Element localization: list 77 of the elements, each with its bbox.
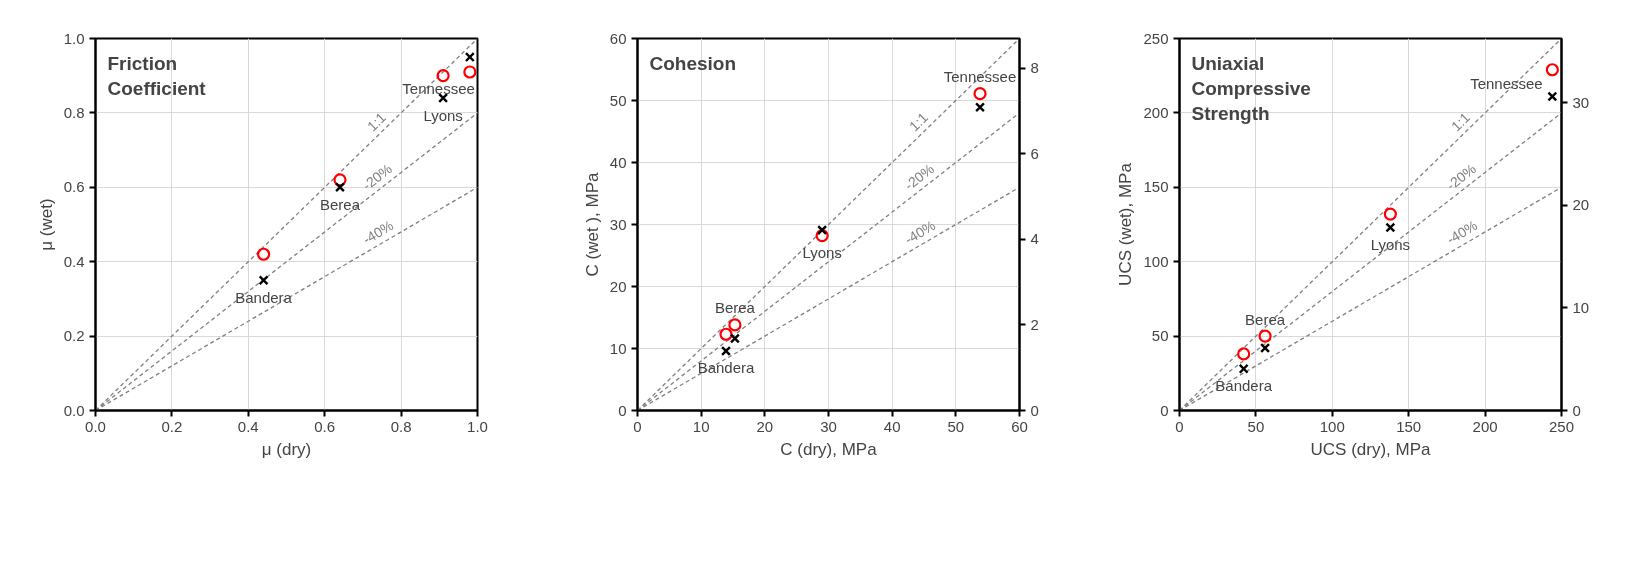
y-tick-label: 40 [609, 153, 627, 171]
y2-tick-label: 4 [1030, 230, 1039, 248]
y-tick-label: 0 [618, 401, 627, 419]
x-tick-label: 60 [1011, 417, 1028, 435]
annotation: Lyons [1370, 235, 1411, 253]
y-tick-label: 0.4 [63, 252, 85, 270]
y-tick-label: 60 [609, 29, 627, 47]
x-tick-label: 250 [1548, 417, 1575, 435]
y-axis-title: UCS (wet), MPa [1116, 162, 1136, 286]
y2-tick-label: 6 [1030, 144, 1039, 162]
y-tick-label: 50 [609, 91, 627, 109]
y2-tick-label: 20 [1572, 196, 1590, 214]
y-axis-title: C (wet ), MPa [582, 172, 602, 277]
text: -20% [901, 160, 937, 194]
y2-tick-label: 10 [1572, 298, 1590, 316]
y-tick-label: 0 [1160, 401, 1169, 419]
y-tick-label: 50 [1151, 327, 1169, 345]
text: -20% [359, 160, 395, 194]
y2-tick-label: 0 [1030, 401, 1039, 419]
x-tick-label: 50 [1247, 417, 1265, 435]
annotation: Tennessee [943, 68, 1017, 86]
text: Friction Coefficient [107, 52, 207, 99]
text: -20% [1443, 160, 1479, 194]
x-tick-label: 0 [1175, 417, 1184, 435]
annotation: Lyons [802, 244, 842, 262]
y-tick-label: 10 [609, 339, 627, 357]
x-tick-label: 0.2 [161, 417, 183, 435]
y-axis-title: μ (wet) [36, 198, 56, 251]
x-tick-label: 100 [1319, 417, 1345, 435]
text: 1:1 [1447, 109, 1474, 135]
annotation: Bandera [1215, 377, 1273, 395]
x-tick-label: 10 [692, 417, 710, 435]
x-tick-label: 150 [1396, 417, 1422, 435]
x-axis-title: μ (dry) [261, 439, 312, 459]
y-tick-label: 1.0 [63, 29, 85, 47]
text: Cohesion [649, 52, 737, 74]
annotation: Lyons [423, 106, 463, 124]
text: 1:1 [363, 109, 390, 135]
x-tick-label: 0.6 [314, 417, 336, 435]
y2-tick-label: 2 [1030, 315, 1039, 333]
text: -40% [359, 217, 397, 248]
x-tick-label: 0.4 [237, 417, 259, 435]
text: 1:1 [905, 109, 932, 135]
annotation: Berea [319, 195, 361, 213]
y-tick-label: 0.8 [63, 103, 85, 121]
y-tick-label: 0.2 [63, 327, 85, 345]
x-tick-label: 40 [883, 417, 901, 435]
x-axis-title: C (dry), MPa [780, 439, 878, 459]
x-tick-label: 0 [633, 417, 642, 435]
x-axis-title: UCS (dry), MPa [1310, 439, 1432, 459]
annotation: Berea [1245, 310, 1286, 328]
x-tick-label: 1.0 [467, 417, 488, 435]
y-tick-label: 200 [1143, 103, 1169, 121]
x-tick-label: 0.8 [390, 417, 412, 435]
y2-tick-label: 8 [1030, 59, 1039, 77]
text: Uniaxial Compressive Strength [1191, 52, 1311, 124]
y-tick-label: 0.0 [63, 401, 85, 419]
text: -40% [1443, 217, 1481, 248]
annotation: Tennessee [1470, 74, 1543, 92]
x-tick-label: 50 [947, 417, 965, 435]
y2-tick-label: 0 [1572, 401, 1581, 419]
x-tick-label: 30 [820, 417, 837, 435]
y-tick-label: 0.6 [63, 178, 85, 196]
x-tick-label: 0.0 [85, 417, 106, 435]
y-tick-label: 250 [1143, 29, 1169, 47]
y-tick-label: 100 [1143, 252, 1169, 270]
y-tick-label: 30 [609, 215, 627, 233]
y-tick-label: 20 [609, 277, 627, 295]
y2-tick-label: 30 [1572, 93, 1590, 111]
text: -40% [901, 217, 939, 248]
annotation: Berea [714, 299, 756, 317]
annotation: Bandera [697, 359, 756, 377]
annotation: Bandera [235, 288, 293, 306]
x-tick-label: 20 [756, 417, 774, 435]
x-tick-label: 200 [1472, 417, 1498, 435]
y-tick-label: 150 [1143, 178, 1169, 196]
annotation: Tennessee [402, 80, 475, 98]
